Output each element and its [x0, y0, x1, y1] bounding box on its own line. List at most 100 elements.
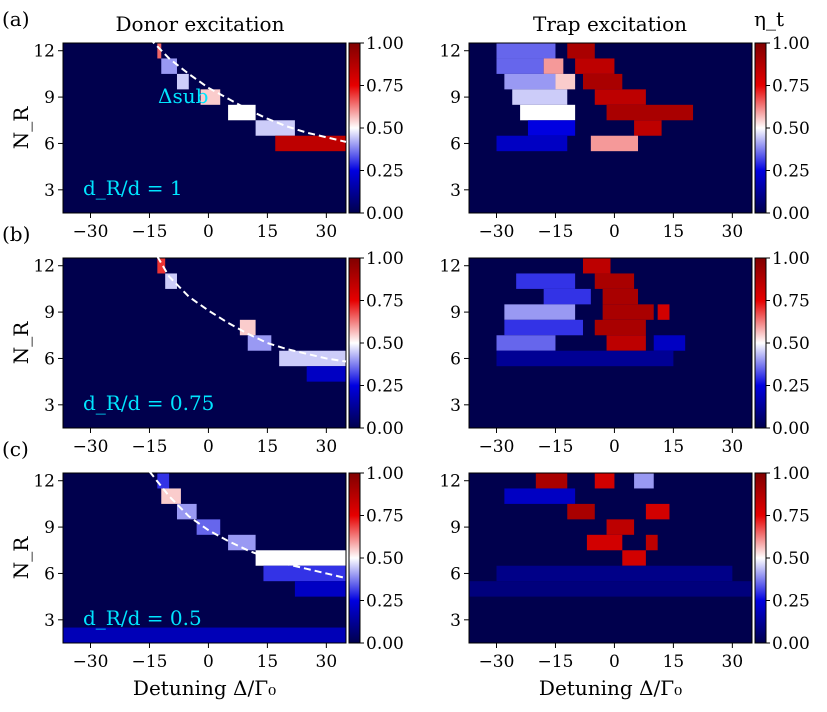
x-axis-label: Detuning Δ/Γ₀: [133, 676, 276, 700]
colorbar: [754, 257, 767, 429]
trap-heatmap-cell: [567, 43, 595, 59]
colorbar-tick-label: 0.75: [366, 77, 404, 97]
y-tick-label: 12: [439, 257, 461, 277]
y-tick-label: 6: [44, 349, 55, 369]
colorbar-tick-label: 0.00: [772, 204, 810, 224]
colorbar-tick-label: 1.00: [772, 464, 810, 484]
curve-label: Δsub: [158, 84, 208, 108]
x-tick-label: 15: [663, 437, 685, 457]
y-tick-label: 9: [450, 303, 461, 323]
condition-label: d_R/d = 0.5: [83, 606, 202, 630]
colorbar-tick-label: 1.00: [772, 34, 810, 54]
trap-heatmap-cell: [602, 288, 639, 305]
trap-heatmap-cell: [594, 273, 635, 289]
y-tick-label: 9: [44, 88, 55, 108]
x-tick-label: 0: [609, 222, 620, 242]
colorbar-tick-label: 0.75: [772, 507, 810, 527]
condition-label: d_R/d = 1: [83, 176, 183, 200]
colorbar-tick-label: 0.75: [772, 77, 810, 97]
trap-heatmap-cell: [575, 58, 615, 74]
colorbar-tick-label: 0.00: [366, 634, 404, 654]
donor-heatmap-cell: [157, 473, 170, 489]
donor-heatmap-cell: [200, 89, 221, 105]
panel-label: (b): [2, 222, 30, 246]
x-tick-label: 30: [722, 222, 744, 242]
x-tick-label: 30: [722, 652, 744, 672]
x-tick-label: 15: [257, 222, 279, 242]
column-title-trap: Trap excitation: [533, 12, 687, 36]
colorbar-tick-label: 0.00: [366, 204, 404, 224]
colorbar-tick-label: 0.00: [772, 419, 810, 439]
colorbar: [754, 472, 767, 644]
trap-heatmap-cell: [602, 304, 654, 320]
x-tick-label: −30: [73, 652, 109, 672]
x-tick-label: −15: [538, 652, 574, 672]
x-tick-label: 15: [257, 652, 279, 672]
trap-heatmap-cell: [594, 319, 646, 336]
x-tick-label: −30: [479, 437, 515, 457]
x-tick-label: −15: [132, 222, 168, 242]
donor-heatmap-cell: [275, 135, 346, 152]
donor-plot-frame: [62, 472, 347, 644]
colorbar-tick-label: 1.00: [366, 464, 404, 484]
trap-heatmap-cell: [527, 120, 576, 136]
x-tick-label: 15: [663, 222, 685, 242]
donor-heatmap-cell: [196, 519, 221, 535]
y-tick-label: 6: [450, 349, 461, 369]
trap-heatmap-cell: [496, 135, 568, 152]
trap-heatmap-cell: [590, 135, 639, 152]
trap-heatmap-cell: [504, 73, 556, 90]
colorbar-label: η_t: [754, 7, 784, 31]
trap-heatmap-cell: [555, 73, 576, 90]
trap-heatmap-cell: [520, 104, 576, 121]
trap-heatmap-cell: [567, 503, 595, 520]
column-title-donor: Donor excitation: [116, 12, 285, 36]
donor-heatmap-cell: [255, 120, 295, 136]
colorbar-tick-label: 1.00: [772, 249, 810, 269]
trap-heatmap-cell: [594, 473, 615, 489]
colorbar-tick-label: 0.50: [772, 549, 810, 569]
colorbar-tick-label: 1.00: [366, 34, 404, 54]
trap-heatmap-cell: [504, 319, 583, 336]
condition-label: d_R/d = 0.75: [83, 391, 214, 415]
colorbar-tick-label: 0.25: [366, 592, 404, 612]
donor-heatmap-cell: [63, 627, 346, 643]
y-tick-label: 12: [33, 42, 55, 62]
trap-heatmap-cell: [594, 89, 646, 105]
panel-label: (c): [2, 437, 29, 461]
trap-heatmap-cell: [496, 335, 556, 351]
y-tick-label: 3: [450, 611, 461, 631]
donor-heatmap-cell: [239, 319, 256, 336]
x-tick-label: −30: [73, 222, 109, 242]
colorbar-tick-label: 0.25: [366, 162, 404, 182]
x-tick-label: 30: [722, 437, 744, 457]
donor-heatmap-cell: [176, 503, 197, 520]
donor-heatmap-cell: [157, 258, 166, 274]
colorbar-tick-label: 0.00: [772, 634, 810, 654]
trap-plot-frame: [468, 472, 753, 644]
donor-heatmap-cell: [228, 104, 256, 121]
colorbar-tick-label: 0.00: [366, 419, 404, 439]
colorbar-tick-label: 0.25: [366, 377, 404, 397]
subradiant-curve: [148, 470, 347, 580]
y-tick-label: 12: [439, 472, 461, 492]
x-tick-label: −15: [132, 437, 168, 457]
colorbar-tick-label: 0.75: [366, 292, 404, 312]
donor-heatmap-cell: [255, 550, 346, 566]
y-tick-label: 6: [44, 134, 55, 154]
y-tick-label: 3: [44, 396, 55, 416]
x-tick-label: −30: [479, 652, 515, 672]
trap-heatmap-cell: [606, 519, 635, 535]
trap-heatmap-cell: [622, 550, 646, 566]
y-tick-label: 9: [450, 518, 461, 538]
colorbar-tick-label: 1.00: [366, 249, 404, 269]
y-tick-label: 3: [44, 611, 55, 631]
y-tick-label: 3: [450, 181, 461, 201]
y-tick-label: 12: [33, 472, 55, 492]
trap-heatmap-cell: [469, 581, 752, 597]
colorbar-tick-label: 0.25: [772, 377, 810, 397]
y-tick-label: 3: [44, 181, 55, 201]
y-tick-label: 9: [450, 88, 461, 108]
colorbar: [348, 257, 361, 429]
